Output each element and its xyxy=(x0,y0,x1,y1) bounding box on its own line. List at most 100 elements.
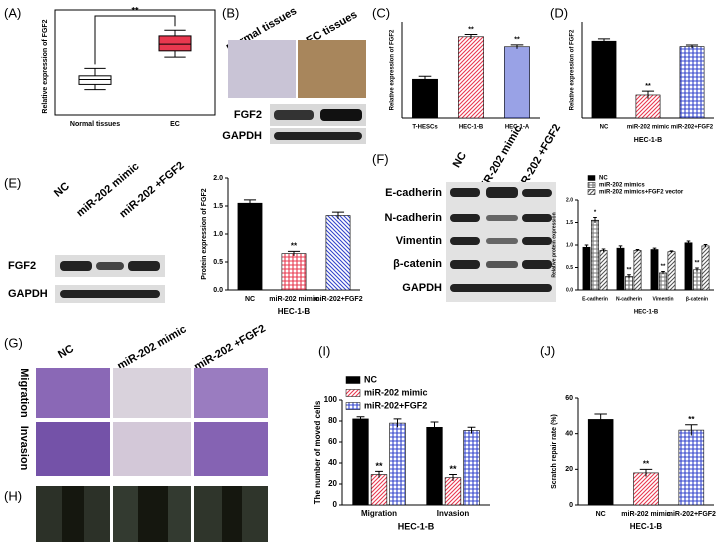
error-bar xyxy=(703,244,708,248)
x-tick-label: miR-202+FGF2 xyxy=(671,125,714,131)
scratch-gap xyxy=(138,486,168,542)
error-bar xyxy=(627,274,631,279)
y-tick-label: 0.5 xyxy=(213,259,223,266)
x-tick-label: N-cadherin xyxy=(616,296,642,302)
bar xyxy=(616,247,625,291)
tissue-image xyxy=(228,40,296,98)
y-tick-label: 1.0 xyxy=(566,242,573,248)
error-bar xyxy=(464,34,478,39)
whisker xyxy=(84,67,106,76)
bar xyxy=(701,245,710,291)
row-label: FGF2 xyxy=(234,109,262,121)
y-axis-label: Relative protein expression xyxy=(551,212,557,277)
bar xyxy=(426,426,443,506)
significance: ** xyxy=(643,459,650,468)
error-bar xyxy=(510,44,524,49)
column-label: miR-202 mimic xyxy=(115,323,188,372)
x-tick-label: miR-202+FGF2 xyxy=(667,511,716,518)
row-label: N-cadherin xyxy=(385,212,443,224)
x-tick-label: miR-202 mimic xyxy=(621,511,671,518)
column-label: NC xyxy=(56,343,76,361)
bar xyxy=(504,46,530,119)
bar xyxy=(667,251,676,291)
row-label: GAPDH xyxy=(8,288,48,300)
error-bar xyxy=(639,468,653,477)
error-bar xyxy=(695,267,699,272)
error-bar xyxy=(467,426,476,434)
migration-image xyxy=(113,368,191,418)
legend-label: NC xyxy=(599,176,608,182)
significance: * xyxy=(594,210,597,216)
panel-label: (I) xyxy=(318,343,330,358)
x-tick-label: β-catenin xyxy=(686,296,708,302)
significance: ** xyxy=(468,26,474,33)
lane-label: NC xyxy=(451,150,469,170)
annotation: ** xyxy=(131,5,139,15)
error-bar xyxy=(287,250,301,256)
y-tick-label: 0.5 xyxy=(566,265,573,271)
legend-label: NC xyxy=(364,374,377,384)
x-tick-label: miR-202+FGF2 xyxy=(313,296,362,303)
x-axis-label: HEC-1-B xyxy=(278,307,311,316)
error-bar xyxy=(601,248,606,252)
y-axis-label: Protein expression of FGF2 xyxy=(201,188,208,280)
bar xyxy=(659,272,667,291)
error-bar xyxy=(243,199,257,207)
y-tick-label: 60 xyxy=(565,395,573,402)
legend-swatch xyxy=(587,175,596,181)
band xyxy=(60,261,92,271)
legend-label: miR-202 mimic xyxy=(364,387,428,397)
y-tick-label: 0 xyxy=(569,502,573,509)
error-bar xyxy=(449,474,457,481)
migration-image xyxy=(194,368,268,418)
legend-label: miR-202 mimics xyxy=(599,183,645,189)
invasion-image xyxy=(113,422,191,476)
error-bar xyxy=(686,240,691,245)
error-bar xyxy=(584,244,589,250)
error-bar xyxy=(597,38,611,44)
y-axis-label: Relative expression of FGF2 xyxy=(42,19,49,113)
band xyxy=(320,109,362,121)
y-tick-label: 20 xyxy=(565,466,573,473)
bands xyxy=(450,187,552,292)
x-tick-label: Normal tissues xyxy=(70,121,120,128)
x-tick-label: miR-202 mimic xyxy=(269,296,319,303)
row-label: GAPDH xyxy=(402,282,442,294)
x-tick-label: EC xyxy=(170,121,180,128)
legend-swatch xyxy=(587,189,596,195)
error-bar xyxy=(652,247,657,251)
row-label: Invasion xyxy=(18,426,30,471)
bar xyxy=(370,474,388,506)
x-tick-label: NC xyxy=(600,125,609,131)
bar xyxy=(679,46,705,119)
error-bar xyxy=(685,424,698,436)
legend-swatch xyxy=(345,376,361,384)
significance: ** xyxy=(688,415,695,424)
row-label: GAPDH xyxy=(222,130,262,142)
panel-label: (H) xyxy=(4,488,22,503)
x-axis-label: HEC-1-B xyxy=(634,310,659,316)
invasion-image xyxy=(36,422,110,476)
x-tick-label: miR-202 mimic xyxy=(627,125,670,131)
significance: ** xyxy=(375,461,383,471)
panel-label: (J) xyxy=(540,343,555,358)
y-axis-label: Scratch repair rate (%) xyxy=(551,414,558,489)
bar xyxy=(684,242,693,291)
bracket xyxy=(94,15,176,65)
y-axis-label: Relative expression of FGF2 xyxy=(390,29,396,110)
column-label: miR-202 +FGF2 xyxy=(192,323,268,374)
y-tick-label: 40 xyxy=(328,458,337,467)
panel-label: (E) xyxy=(4,175,21,190)
x-tick-label: HEC-1-A xyxy=(505,125,530,131)
y-tick-label: 20 xyxy=(328,479,337,488)
error-bar xyxy=(418,75,432,83)
band xyxy=(60,290,160,298)
row-label: Vimentin xyxy=(396,235,443,247)
bar xyxy=(412,78,438,119)
bar xyxy=(678,429,705,506)
y-axis-label: The number of moved cells xyxy=(313,400,322,504)
row-label: β-catenin xyxy=(393,258,442,270)
significance: ** xyxy=(661,264,666,270)
bar xyxy=(587,419,614,506)
error-bar xyxy=(594,413,607,425)
